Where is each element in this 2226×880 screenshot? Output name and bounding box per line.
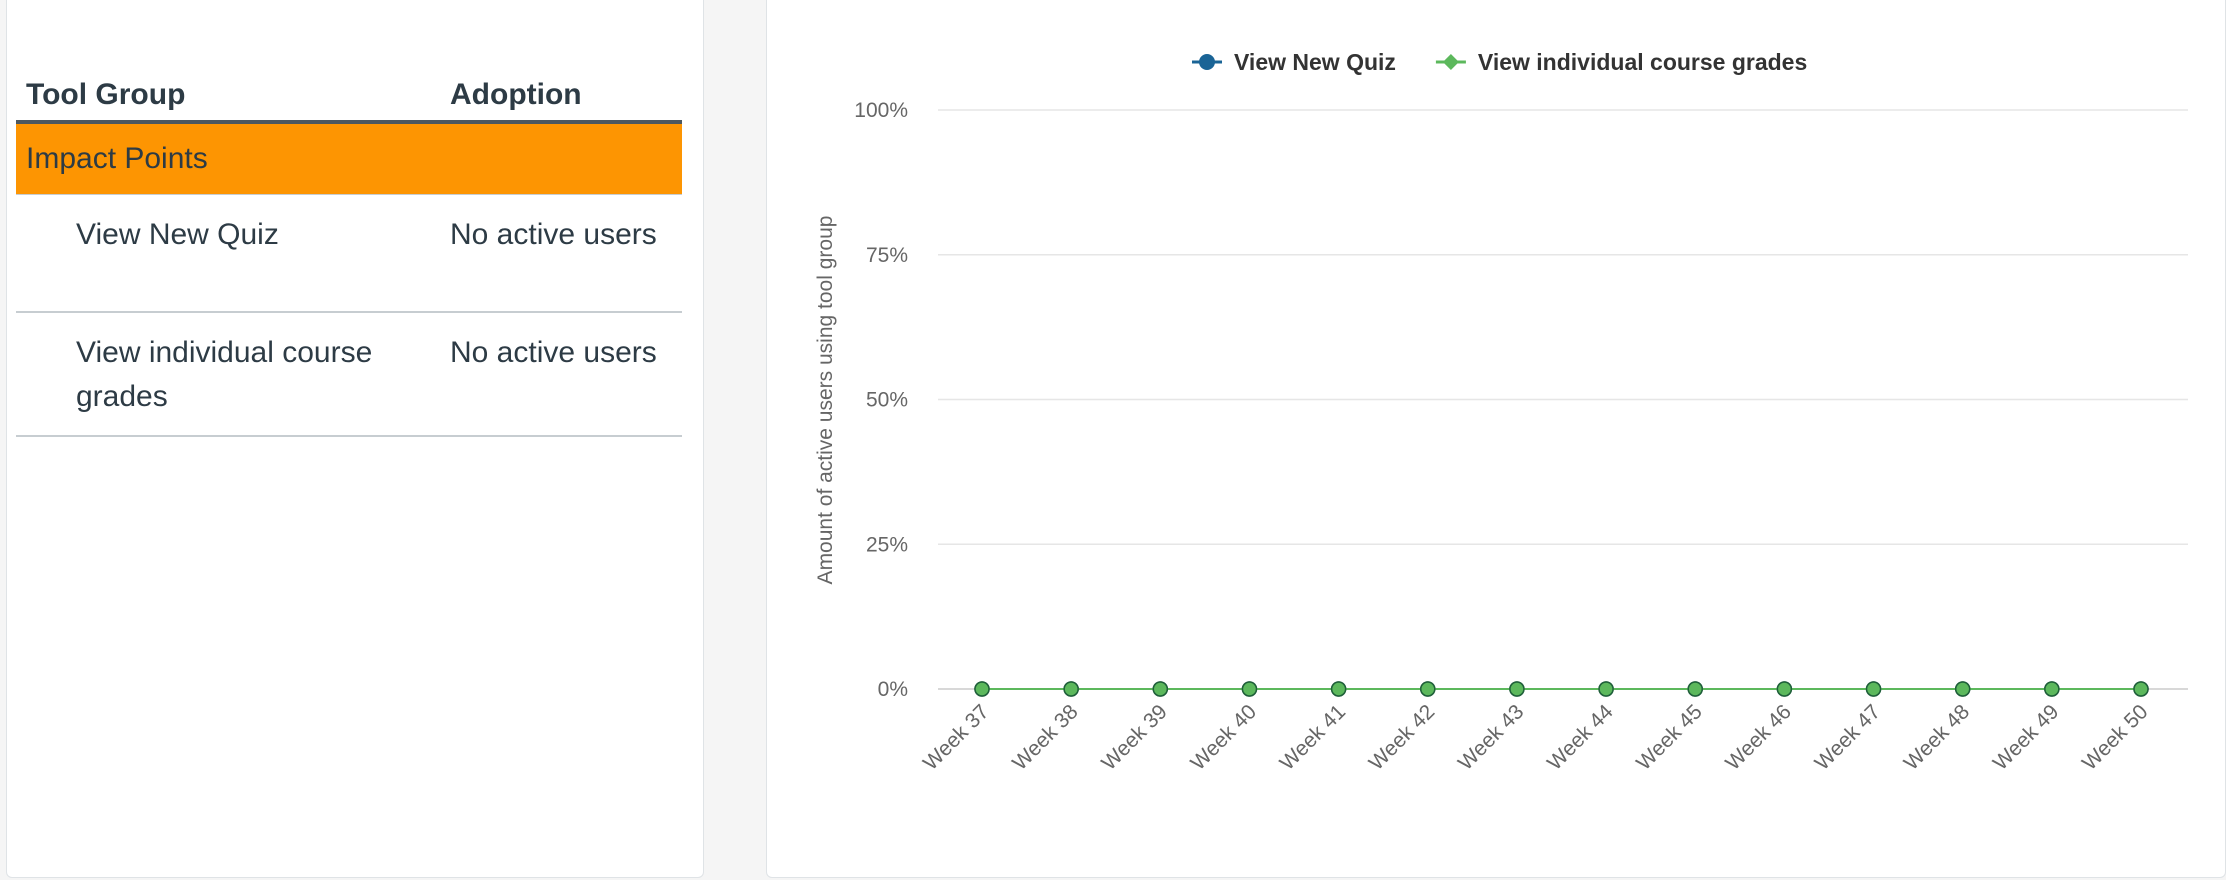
legend-item[interactable]: View individual course grades <box>1435 49 1807 75</box>
group-row-impact-points: Impact Points <box>16 122 682 195</box>
legend-label: View individual course grades <box>1478 49 1807 75</box>
data-point[interactable] <box>1865 681 1882 697</box>
x-tick-label: Week 38 <box>1008 700 1083 775</box>
table-row: View individual course grades No active … <box>16 312 682 437</box>
data-point[interactable] <box>1687 681 1703 697</box>
table-row: View New Quiz No active users <box>16 194 682 313</box>
data-point[interactable] <box>1152 681 1169 697</box>
y-tick-label: 100% <box>854 99 908 122</box>
data-point[interactable] <box>2044 681 2060 697</box>
x-tick-label: Week 42 <box>1365 700 1440 775</box>
data-point[interactable] <box>1509 681 1525 697</box>
x-tick-label: Week 46 <box>1721 700 1796 775</box>
x-tick-label: Week 49 <box>1989 700 2064 775</box>
header-adoption[interactable]: Adoption <box>440 70 682 124</box>
x-tick-label: Week 41 <box>1276 700 1351 775</box>
table-header-row: Tool Group Adoption <box>16 70 682 124</box>
data-point[interactable] <box>1330 681 1347 697</box>
data-point[interactable] <box>1241 681 1258 697</box>
x-tick-label: Week 47 <box>1810 700 1885 775</box>
data-point[interactable] <box>1420 681 1436 697</box>
x-tick-label: Week 37 <box>919 700 994 775</box>
diamond-icon <box>1442 54 1459 70</box>
x-tick-label: Week 44 <box>1543 700 1618 775</box>
legend-label: View New Quiz <box>1234 49 1396 75</box>
x-tick-label: Week 39 <box>1097 700 1172 775</box>
data-point[interactable] <box>1954 681 1971 697</box>
data-point[interactable] <box>974 681 990 697</box>
tool-name-cell: View New Quiz <box>16 194 440 313</box>
legend-item[interactable]: View New Quiz <box>1192 49 1396 75</box>
x-tick-label: Week 45 <box>1632 700 1707 775</box>
x-tick-label: Week 43 <box>1454 700 1529 775</box>
tool-name-cell: View individual course grades <box>16 312 440 437</box>
chart-panel <box>766 0 2226 878</box>
data-point[interactable] <box>1063 681 1079 697</box>
x-tick-label: Week 50 <box>2078 700 2153 775</box>
data-point[interactable] <box>1598 681 1614 697</box>
y-tick-label: 75% <box>866 244 908 267</box>
circle-icon <box>1199 54 1215 70</box>
adoption-cell: No active users <box>440 312 682 437</box>
x-tick-label: Week 40 <box>1186 700 1261 775</box>
tool-group-table: Tool Group Adoption Impact Points View N… <box>16 70 682 437</box>
adoption-cell: No active users <box>440 194 682 313</box>
x-tick-label: Week 48 <box>1900 700 1975 775</box>
y-tick-label: 50% <box>866 389 908 412</box>
y-tick-label: 0% <box>878 678 908 701</box>
data-point[interactable] <box>1776 681 1793 697</box>
y-tick-label: 25% <box>866 533 908 556</box>
header-tool-group[interactable]: Tool Group <box>16 70 440 124</box>
group-label: Impact Points <box>16 122 682 195</box>
data-point[interactable] <box>2133 681 2149 697</box>
y-axis-title: Amount of active users using tool group <box>814 216 837 585</box>
